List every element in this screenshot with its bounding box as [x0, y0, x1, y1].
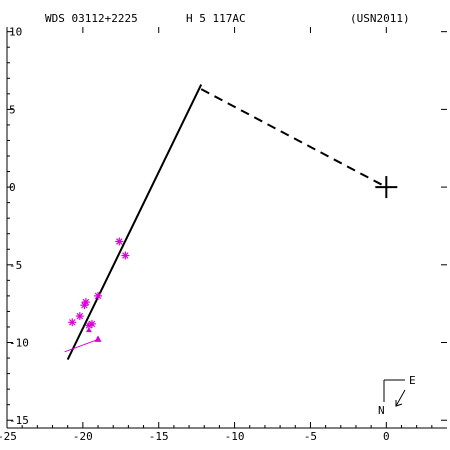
observation-point — [75, 312, 84, 321]
x-tick-label: -15 — [149, 430, 169, 443]
compass-north-label: N — [378, 404, 385, 417]
orientation-compass: EN — [378, 374, 416, 417]
x-tick-label: -20 — [73, 430, 93, 443]
y-tick-label: -10 — [9, 337, 29, 350]
y-tick-label: 10 — [9, 26, 22, 39]
axes — [6, 27, 447, 429]
observation-point — [115, 237, 124, 246]
separation-dashed-line — [200, 88, 387, 188]
observation-triangle — [85, 327, 92, 333]
x-tick-label: -5 — [304, 430, 317, 443]
observation-point — [121, 251, 130, 260]
x-tick-label: -10 — [225, 430, 245, 443]
x-tick-label: 0 — [383, 430, 390, 443]
discoverer-label: H 5 117AC — [186, 12, 246, 25]
observation-point — [94, 291, 103, 300]
x-tick-label: -25 — [0, 430, 17, 443]
orbit-solid-line — [66, 84, 203, 361]
last-observation-line — [64, 338, 99, 353]
y-tick-label: -15 — [9, 414, 29, 427]
tick-labels: -25 -20 -15 -10 -5 0 10 5 0 -5 -10 -15 — [0, 26, 390, 443]
y-tick-label: -5 — [9, 259, 22, 272]
wds-id-label: WDS 03112+2225 — [45, 12, 138, 25]
y-tick-label: 0 — [9, 181, 16, 194]
compass-arrow-head — [395, 400, 403, 407]
observation-point — [68, 318, 77, 327]
last-observation-marker — [94, 335, 102, 342]
reference-label: (USN2011) — [350, 12, 410, 25]
orbit-lines — [66, 84, 398, 361]
y-tick-label: 5 — [9, 103, 16, 116]
compass-east-label: E — [409, 374, 416, 387]
observation-points — [64, 237, 130, 353]
compass-arrow-shaft — [395, 389, 406, 407]
observation-point — [80, 301, 89, 310]
observation-point — [84, 321, 93, 330]
tick-marks — [6, 27, 447, 428]
